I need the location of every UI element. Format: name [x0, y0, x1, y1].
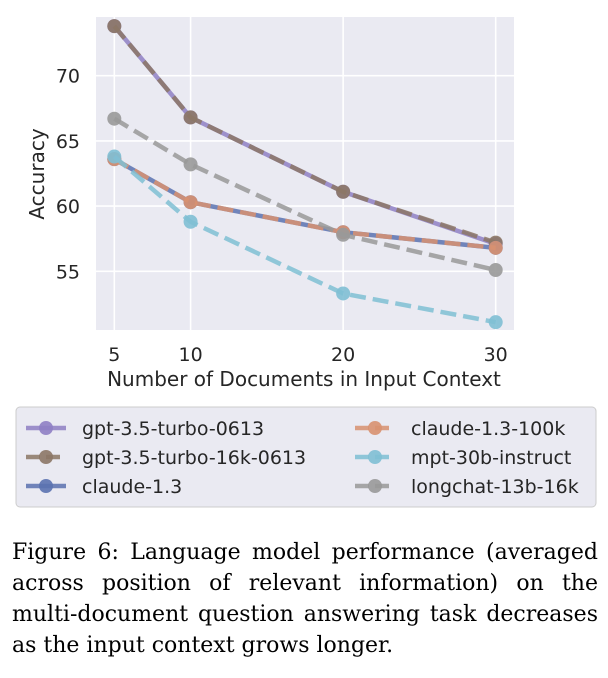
legend-entry: longchat-13b-16k: [355, 476, 579, 498]
legend-label: gpt-3.5-turbo-0613: [82, 418, 264, 440]
x-tick-label: 10: [178, 344, 202, 366]
y-axis-label: Accuracy: [25, 128, 49, 219]
series-longchat-13b-16k: [107, 111, 503, 278]
legend-marker: [368, 421, 382, 435]
series-line: [112, 24, 497, 245]
data-point: [488, 315, 503, 330]
gridlines: [96, 17, 514, 330]
legend-entry: gpt-3.5-turbo-16k-0613: [26, 447, 306, 469]
series-line: [112, 154, 497, 325]
x-tick-label: 20: [331, 344, 355, 366]
legend-entry: claude-1.3: [26, 476, 182, 498]
data-point: [107, 111, 122, 126]
legend-label: longchat-13b-16k: [411, 476, 579, 498]
data-point: [183, 110, 198, 125]
legend-marker: [39, 479, 53, 493]
series-mpt-30b-instruct: [107, 149, 503, 330]
data-point: [336, 227, 351, 242]
series-layer: [107, 19, 503, 330]
x-axis-label: Number of Documents in Input Context: [107, 367, 501, 391]
legend-marker: [39, 421, 53, 435]
legend-entry: gpt-3.5-turbo-0613: [26, 418, 264, 440]
data-point: [488, 263, 503, 278]
tick-labels: 5 10 20 30 55 60 65 70: [56, 66, 508, 366]
data-point: [107, 19, 122, 34]
figure-caption: Figure 6: Language model performance (av…: [12, 540, 598, 658]
legend-marker: [368, 450, 382, 464]
legend-label: mpt-30b-instruct: [411, 447, 571, 469]
data-point: [336, 286, 351, 301]
data-point: [107, 149, 122, 164]
y-tick-label: 70: [56, 66, 80, 88]
data-point: [336, 184, 351, 199]
y-tick-label: 60: [56, 196, 80, 218]
legend-box: [15, 406, 597, 508]
line-chart: 5 10 20 30 55 60 65 70 Number of Documents in I…: [15, 17, 597, 508]
series-line: [113, 157, 496, 251]
data-point: [183, 214, 198, 229]
legend-label: claude-1.3: [82, 476, 182, 498]
legend-label: claude-1.3-100k: [411, 418, 565, 440]
legend-marker: [39, 450, 53, 464]
y-tick-label: 55: [56, 261, 80, 283]
legend-marker: [368, 479, 382, 493]
data-point: [183, 195, 198, 210]
y-tick-label: 65: [56, 131, 80, 153]
legend-entry: claude-1.3-100k: [355, 418, 565, 440]
data-point: [488, 240, 503, 255]
legend: gpt-3.5-turbo-0613 gpt-3.5-turbo-16k-0613…: [26, 418, 579, 498]
series-line: [113, 116, 497, 273]
x-tick-label: 5: [108, 344, 120, 366]
data-point: [183, 157, 198, 172]
legend-entry: mpt-30b-instruct: [355, 447, 571, 469]
x-tick-label: 30: [484, 344, 508, 366]
legend-label: gpt-3.5-turbo-16k-0613: [82, 447, 306, 469]
